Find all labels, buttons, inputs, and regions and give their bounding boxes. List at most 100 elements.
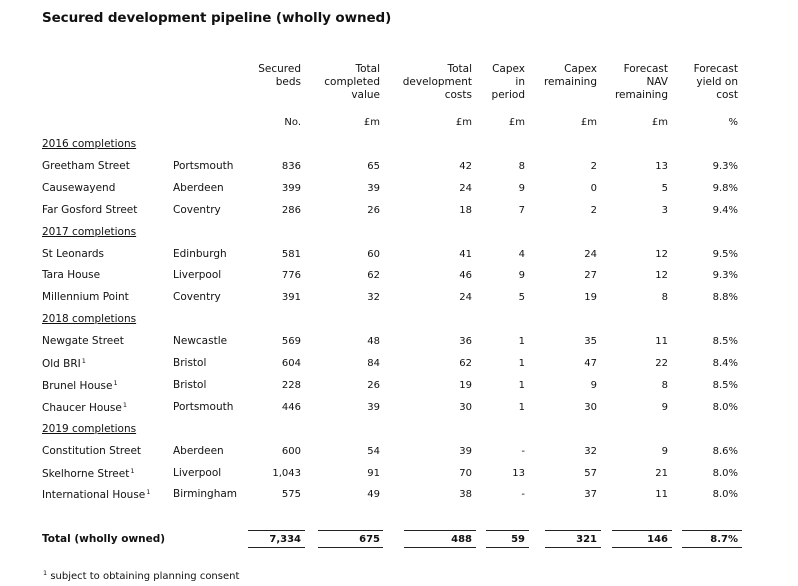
cell-secured-beds: 600: [281, 445, 301, 457]
cell-development-costs: 41: [459, 248, 472, 260]
total-rule-bottom: [318, 547, 383, 548]
total-secured-beds: 7,334: [269, 534, 301, 545]
column-header-forecast-nav: Forecast NAV remaining: [614, 63, 668, 101]
total-rule-bottom: [486, 547, 529, 548]
cell-capex-in-period: 13: [512, 467, 525, 479]
cell-forecast-nav: 11: [655, 336, 668, 348]
footnote-marker: 1: [122, 400, 128, 409]
property-city: Coventry: [173, 203, 221, 216]
cell-development-costs: 62: [459, 358, 472, 369]
row-name: Constitution Street: [42, 445, 141, 457]
cell-capex-remaining: 19: [584, 292, 597, 304]
cell-capex-in-period: 1: [518, 358, 525, 369]
total-rule-top: [612, 530, 672, 531]
total-rule-top: [404, 530, 476, 531]
cell-forecast-nav: 8: [661, 292, 668, 304]
cell-capex-remaining: 24: [584, 248, 597, 260]
cell-capex-in-period: 1: [518, 336, 525, 348]
cell-capex-remaining: 35: [584, 336, 597, 348]
row-name: Causewayend: [42, 182, 115, 194]
cell-secured-beds: 399: [281, 182, 301, 194]
property-name: Tara House: [42, 269, 101, 282]
total-capex-in-period: 59: [511, 534, 525, 545]
cell-development-costs: 24: [459, 292, 472, 304]
cell-secured-beds: 1,043: [272, 467, 301, 479]
cell-forecast-yield: 8.0%: [712, 467, 738, 479]
cell-forecast-nav: 22: [655, 358, 668, 369]
row-name: Chaucer House1: [42, 401, 127, 414]
property-city: Edinburgh: [173, 247, 227, 260]
column-unit-forecast-yield: %: [728, 117, 738, 128]
total-rule-top: [545, 530, 601, 531]
cell-forecast-yield: 9.5%: [712, 248, 738, 260]
total-completed-value: 675: [359, 534, 380, 545]
column-unit-secured-beds: No.: [284, 117, 301, 128]
total-rule-top: [486, 530, 529, 531]
column-header-forecast-yield: Forecast yield on cost: [693, 63, 738, 101]
footnote-marker: 1: [81, 357, 86, 365]
cell-forecast-yield: 8.0%: [712, 489, 738, 501]
row-name: Greetham Street: [42, 160, 130, 172]
cell-secured-beds: 575: [281, 489, 301, 501]
total-rule-bottom: [612, 547, 672, 548]
cell-development-costs: 42: [459, 160, 472, 172]
footnote-marker: 1: [130, 466, 135, 475]
cell-secured-beds: 776: [281, 270, 301, 282]
cell-secured-beds: 604: [281, 358, 301, 369]
footnote: 1 subject to obtaining planning consent: [42, 569, 239, 582]
cell-forecast-yield: 9.8%: [712, 182, 738, 194]
cell-capex-remaining: 30: [584, 401, 597, 413]
cell-completed-value: 54: [367, 445, 380, 457]
property-name: Skelhorne Street: [42, 467, 130, 480]
cell-forecast-yield: 8.0%: [712, 401, 738, 413]
total-forecast-yield: 8.7%: [710, 534, 738, 545]
total-rule-bottom: [404, 547, 476, 548]
column-unit-completed-value: £m: [363, 117, 380, 128]
total-label: Total (wholly owned): [42, 533, 166, 545]
cell-capex-remaining: 27: [584, 270, 597, 282]
property-city: Portsmouth: [173, 400, 234, 413]
total-rule-bottom: [248, 547, 305, 548]
cell-forecast-nav: 12: [655, 270, 668, 282]
cell-secured-beds: 446: [281, 401, 301, 413]
row-name: Brunel House1: [42, 379, 118, 392]
cell-secured-beds: 581: [281, 248, 301, 260]
property-city: Newcastle: [173, 335, 228, 348]
cell-capex-in-period: -: [521, 445, 525, 457]
cell-capex-remaining: 9: [590, 379, 597, 391]
cell-capex-remaining: 2: [590, 204, 597, 216]
cell-completed-value: 49: [367, 489, 380, 501]
group-label: 2017 completions: [42, 225, 137, 238]
cell-capex-in-period: 5: [518, 292, 525, 304]
cell-secured-beds: 228: [281, 379, 301, 391]
column-header-capex-remaining: Capex remaining: [543, 63, 597, 88]
column-header-development-costs: Total development costs: [402, 63, 472, 101]
cell-forecast-nav: 8: [661, 379, 668, 391]
row-name: St Leonards: [42, 248, 104, 260]
property-city: Aberdeen: [173, 181, 224, 194]
row-name: Newgate Street: [42, 335, 124, 347]
cell-capex-in-period: 4: [518, 248, 525, 260]
cell-forecast-yield: 8.5%: [712, 336, 738, 348]
cell-development-costs: 19: [459, 379, 472, 391]
cell-forecast-nav: 11: [655, 489, 668, 501]
cell-forecast-yield: 9.3%: [712, 160, 738, 172]
column-header-completed-value: Total completed value: [324, 63, 380, 101]
cell-completed-value: 65: [367, 160, 380, 172]
column-unit-development-costs: £m: [455, 117, 472, 128]
column-unit-capex-in-period: £m: [508, 117, 525, 128]
cell-forecast-yield: 8.6%: [712, 445, 738, 457]
property-city: Liverpool: [173, 466, 222, 479]
row-name: International House1: [42, 488, 150, 501]
cell-forecast-yield: 8.4%: [712, 358, 738, 369]
property-city: Bristol: [173, 378, 207, 391]
footnote-marker: 1: [146, 488, 151, 497]
property-name: Newgate Street: [42, 335, 124, 348]
row-name: Skelhorne Street1: [42, 467, 134, 480]
property-name: Millennium Point: [42, 291, 129, 304]
cell-completed-value: 26: [367, 204, 380, 216]
total-rule-top: [682, 530, 742, 531]
cell-capex-in-period: 8: [518, 160, 525, 172]
row-name: Far Gosford Street: [42, 204, 137, 216]
cell-capex-in-period: 9: [518, 270, 525, 282]
